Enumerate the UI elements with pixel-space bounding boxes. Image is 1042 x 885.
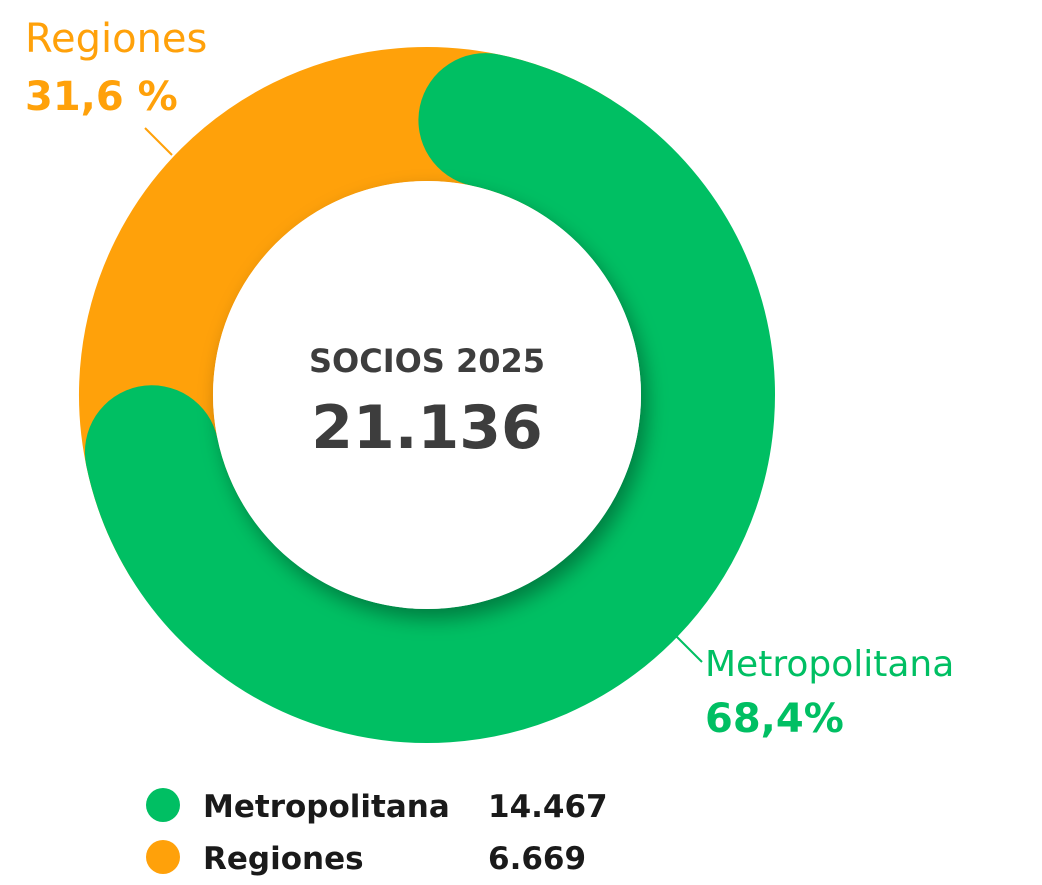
center-value: 21.136 [311,393,543,463]
legend: Metropolitana 14.467 Regiones 6.669 [146,788,608,877]
legend-label: Regiones [203,841,364,877]
leader-line [675,635,703,663]
donut [79,47,775,743]
donut-hole [213,181,641,609]
legend-label: Metropolitana [203,789,450,825]
slice-name: Metropolitana [705,644,954,685]
legend-swatch [146,788,180,822]
slice-name: Regiones [25,16,207,62]
legend-count: 6.669 [488,841,586,877]
slice-label: 31,6 % [25,74,178,120]
slice [84,53,775,743]
legend-swatch [146,840,180,874]
leader-line [144,127,173,156]
center-title: SOCIOS 2025 [309,342,545,380]
legend-count: 14.467 [488,789,608,825]
slice-label: 68,4% [705,696,844,742]
